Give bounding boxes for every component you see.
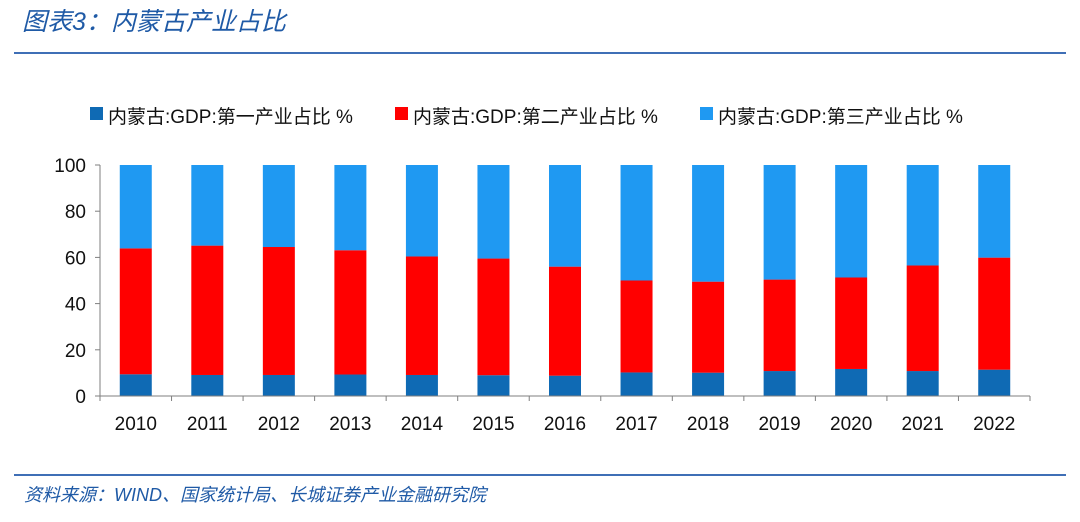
bar-segment-2015-series-1: [477, 375, 510, 396]
x-tick-label: 2016: [544, 414, 586, 435]
bar-segment-2016-series-1: [549, 375, 581, 396]
bar-segment-2018-series-2: [692, 281, 725, 373]
x-axis: 2010 2011 2012 2013 2014 2015 2016 2017 2018 2019…: [99, 395, 1031, 435]
bar-segment-2012-series-2: [262, 247, 295, 375]
bar-segment-2015-series-2: [477, 258, 510, 376]
y-tick-label: 100: [54, 156, 86, 177]
bar-segment-2021-series-3: [906, 165, 939, 266]
legend-swatch-3: [700, 107, 713, 120]
bar-segment-2014-series-3: [405, 165, 438, 257]
bar-segment-2015-series-3: [477, 165, 510, 259]
bar-segment-2010-series-1: [119, 374, 152, 396]
bar-segment-2021-series-2: [906, 265, 939, 372]
bar-segment-2018-series-3: [692, 165, 725, 282]
bottom-divider: [14, 474, 1066, 476]
x-tick-label: 2022: [973, 414, 1015, 435]
x-tick-label: 2012: [258, 414, 300, 435]
x-tick-label: 2010: [115, 414, 157, 435]
y-tick-label: 0: [75, 387, 86, 408]
x-tick-label: 2015: [472, 414, 514, 435]
bar-segment-2011-series-2: [191, 245, 224, 375]
bar-segment-2013-series-2: [334, 250, 367, 375]
figure-title: 图表3：内蒙古产业占比: [22, 8, 286, 36]
bar-segment-2011-series-1: [191, 374, 224, 396]
y-tick-label: 20: [65, 341, 86, 362]
bar-segment-2012-series-3: [262, 165, 295, 248]
x-tick-label: 2011: [187, 414, 228, 435]
y-tick-label: 40: [65, 295, 86, 316]
bar-segment-2018-series-1: [692, 372, 725, 396]
bar-segment-2010-series-3: [119, 165, 152, 249]
bar-segment-2019-series-2: [763, 279, 796, 372]
bar-segment-2022-series-1: [978, 369, 1011, 396]
x-tick-label: 2017: [615, 414, 657, 435]
bar-segment-2017-series-3: [620, 165, 653, 281]
y-tick-label: 80: [65, 202, 86, 223]
x-tick-label: 2021: [902, 414, 944, 435]
bar-segment-2019-series-1: [763, 371, 796, 396]
y-tick-label: 60: [65, 248, 86, 269]
legend-label-2: 内蒙古:GDP:第二产业占比 %: [413, 106, 658, 128]
source-note: 资料来源：WIND、国家统计局、长城证券产业金融研究院: [24, 485, 486, 505]
bar-segment-2020-series-1: [835, 368, 868, 396]
legend-label-3: 内蒙古:GDP:第三产业占比 %: [718, 106, 963, 128]
bar-segment-2020-series-3: [835, 165, 868, 278]
top-divider: [14, 52, 1066, 54]
x-tick-label: 2019: [758, 414, 800, 435]
x-tick-label: 2013: [329, 414, 371, 435]
bar-segment-2012-series-1: [262, 374, 295, 396]
bar-segment-2016-series-2: [549, 266, 581, 376]
x-tick-label: 2014: [401, 414, 444, 435]
bar-segment-2019-series-3: [763, 165, 796, 280]
bar-segment-2013-series-3: [334, 165, 367, 251]
bar-segment-2017-series-2: [620, 280, 653, 373]
bar-segment-2016-series-3: [549, 165, 581, 267]
bar-segment-2020-series-2: [835, 277, 868, 369]
bar-segment-2010-series-2: [119, 248, 152, 375]
bar-segment-2014-series-2: [405, 256, 438, 375]
bar-segment-2013-series-1: [334, 374, 367, 396]
bar-segment-2022-series-3: [978, 165, 1011, 258]
y-axis: 0 20 40 60 80 100: [54, 156, 101, 408]
legend-swatch-2: [395, 107, 408, 120]
bar-segment-2022-series-2: [978, 257, 1011, 370]
legend: 内蒙古:GDP:第一产业占比 % 内蒙古:GDP:第二产业占比 % 内蒙古:GDP:…: [90, 106, 963, 128]
bar-segment-2011-series-3: [191, 165, 224, 246]
bars: [119, 165, 1011, 396]
x-tick-label: 2018: [687, 414, 729, 435]
bar-segment-2014-series-1: [405, 374, 438, 396]
stacked-bar-chart: 内蒙古:GDP:第一产业占比 % 内蒙古:GDP:第二产业占比 % 内蒙古:GDP:…: [54, 106, 1031, 435]
bar-segment-2021-series-1: [906, 371, 939, 396]
bar-segment-2017-series-1: [620, 372, 653, 396]
legend-swatch-1: [90, 107, 103, 120]
x-tick-label: 2020: [830, 414, 872, 435]
legend-label-1: 内蒙古:GDP:第一产业占比 %: [108, 106, 353, 128]
